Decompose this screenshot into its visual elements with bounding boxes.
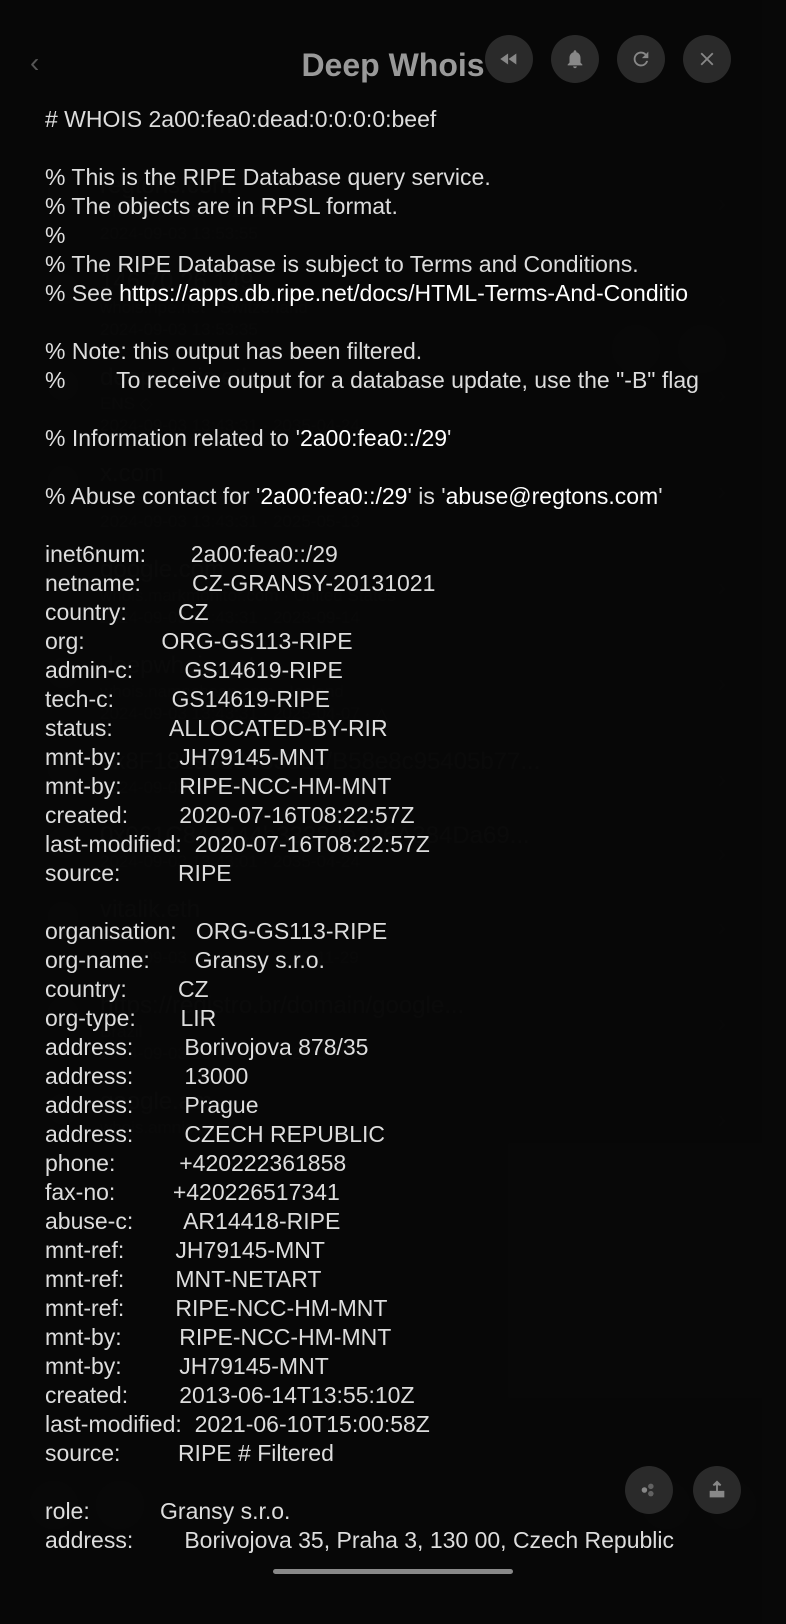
terms-link[interactable]: https://apps.db.ripe.net/docs/HTML-Terms… xyxy=(119,280,688,306)
whois-output: # WHOIS 2a00:fea0:dead:0:0:0:0:beef % Th… xyxy=(45,105,786,1555)
share-button[interactable] xyxy=(693,1466,741,1514)
range-bold: 2a00:fea0::/29 xyxy=(300,425,447,451)
page-title: Deep Whois xyxy=(301,47,484,84)
whois-comment: % The RIPE Database is subject to Terms … xyxy=(45,251,639,277)
notification-button[interactable] xyxy=(551,35,599,83)
whois-comment: % Information related to ' xyxy=(45,425,300,451)
field-created: 2013-06-14T13:55:10Z xyxy=(179,1382,414,1408)
field-mntby: RIPE-NCC-HM-MNT xyxy=(179,1324,391,1350)
field-address: Borivojova 878/35 xyxy=(184,1034,368,1060)
whois-comment: % See xyxy=(45,280,119,306)
field-role: Gransy s.r.o. xyxy=(160,1498,290,1524)
whois-comment: % To receive output for a database updat… xyxy=(45,367,699,393)
range-bold: 2a00:fea0::/29 xyxy=(260,483,407,509)
field-source: RIPE # Filtered xyxy=(178,1440,334,1466)
whois-comment: % xyxy=(45,222,65,248)
whois-comment: % Note: this output has been filtered. xyxy=(45,338,422,364)
field-organisation: ORG-GS113-RIPE xyxy=(196,918,387,944)
field-country: CZ xyxy=(178,599,209,625)
field-orgname: Gransy s.r.o. xyxy=(195,947,325,973)
bottom-action-bar xyxy=(625,1466,741,1514)
field-status: ALLOCATED-BY-RIR xyxy=(169,715,388,741)
whois-comment: % The objects are in RPSL format. xyxy=(45,193,398,219)
whois-comment: % Abuse contact for ' xyxy=(45,483,260,509)
whois-comment: % This is the RIPE Database query servic… xyxy=(45,164,491,190)
top-action-buttons xyxy=(485,35,731,83)
field-source: RIPE xyxy=(178,860,232,886)
field-country: CZ xyxy=(178,976,209,1002)
field-abusec: AR14418-RIPE xyxy=(183,1208,340,1234)
field-techc: GS14619-RIPE xyxy=(172,686,331,712)
close-button[interactable] xyxy=(683,35,731,83)
field-lastmod: 2020-07-16T08:22:57Z xyxy=(195,831,430,857)
field-mntby: RIPE-NCC-HM-MNT xyxy=(179,773,391,799)
field-orgtype: LIR xyxy=(181,1005,217,1031)
home-indicator xyxy=(273,1569,513,1574)
field-fax: +420226517341 xyxy=(173,1179,340,1205)
field-mntref: JH79145-MNT xyxy=(175,1237,325,1263)
field-mntby: JH79145-MNT xyxy=(179,744,329,770)
field-inet6num: 2a00:fea0::/29 xyxy=(191,541,338,567)
field-lastmod: 2021-06-10T15:00:58Z xyxy=(195,1411,430,1437)
top-bar: ‹ Deep Whois xyxy=(0,35,786,95)
field-mntref: MNT-NETART xyxy=(175,1266,321,1292)
rewind-button[interactable] xyxy=(485,35,533,83)
back-icon[interactable]: ‹ xyxy=(30,47,39,79)
field-org: ORG-GS113-RIPE xyxy=(161,628,352,654)
field-netname: CZ-GRANSY-20131021 xyxy=(192,570,435,596)
field-address: CZECH REPUBLIC xyxy=(184,1121,385,1147)
field-mntref: RIPE-NCC-HM-MNT xyxy=(175,1295,387,1321)
field-address: Borivojova 35, Praha 3, 130 00, Czech Re… xyxy=(184,1527,674,1553)
whois-header: # WHOIS 2a00:fea0:dead:0:0:0:0:beef xyxy=(45,106,436,132)
field-address: Prague xyxy=(184,1092,258,1118)
abuse-email: abuse@regtons.com xyxy=(446,483,659,509)
field-mntby: JH79145-MNT xyxy=(179,1353,329,1379)
filter-button[interactable] xyxy=(625,1466,673,1514)
refresh-button[interactable] xyxy=(617,35,665,83)
field-address: 13000 xyxy=(184,1063,248,1089)
field-phone: +420222361858 xyxy=(179,1150,346,1176)
field-created: 2020-07-16T08:22:57Z xyxy=(179,802,414,828)
field-adminc: GS14619-RIPE xyxy=(184,657,343,683)
